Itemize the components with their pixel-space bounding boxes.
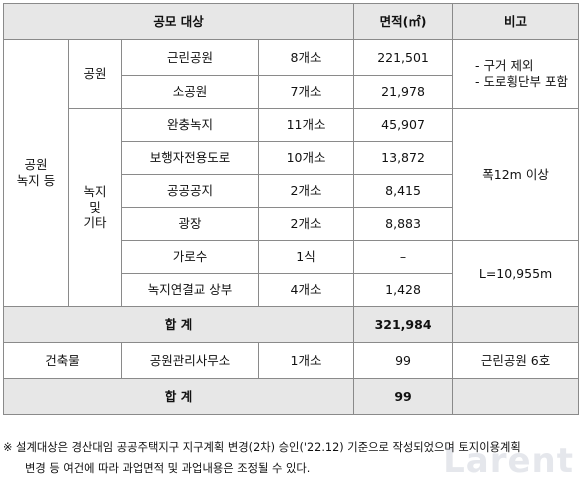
row-name: 광장 bbox=[121, 207, 259, 241]
table-row: 보행자전용도로 10개소 13,872 bbox=[4, 141, 579, 175]
row-area: 8,883 bbox=[353, 207, 454, 241]
green-label: 녹지 및 기타 bbox=[68, 108, 122, 307]
row-area: 13,872 bbox=[353, 141, 454, 175]
row-name: 공공공지 bbox=[121, 174, 259, 208]
header-area: 면적(㎡) bbox=[353, 3, 454, 40]
row-name: 가로수 bbox=[121, 240, 259, 274]
row-area: 45,907 bbox=[353, 108, 454, 142]
row-name: 공원관리사무소 bbox=[121, 342, 259, 379]
green-note: 폭12m 이상 bbox=[452, 108, 580, 241]
row-area: 221,501 bbox=[353, 39, 454, 76]
table-row: 녹지연결교 상부 4개소 1,428 bbox=[4, 273, 579, 307]
row-count: 11개소 bbox=[257, 108, 355, 142]
group-label: 공원 녹지 등 bbox=[3, 39, 69, 307]
footnote: ※ 설계대상은 경산대임 공공주택지구 지구계획 변경(2차) 승인('22.1… bbox=[3, 437, 578, 479]
table-row: 광장 2개소 8,883 bbox=[4, 207, 579, 241]
watermark-text: Larent bbox=[443, 441, 574, 481]
row-area: 8,415 bbox=[353, 174, 454, 208]
row-name: 완충녹지 bbox=[121, 108, 259, 142]
tree-note: L=10,955m bbox=[452, 240, 580, 307]
row-area: – bbox=[353, 240, 454, 274]
row-name: 녹지연결교 상부 bbox=[121, 273, 259, 307]
row-name: 보행자전용도로 bbox=[121, 141, 259, 175]
row-name: 근린공원 bbox=[121, 39, 259, 76]
table-row: 녹지 및 기타 완충녹지 11개소 45,907 폭12m 이상 bbox=[4, 108, 580, 307]
header-target: 공모 대상 bbox=[2, 3, 355, 40]
subtotal-row: 합 계 321,984 bbox=[2, 306, 580, 343]
table-header-row: 공모 대상 면적(㎡) 비고 bbox=[2, 3, 580, 40]
row-area: 21,978 bbox=[353, 75, 454, 109]
park-note-line: - 도로횡단부 포함 bbox=[475, 74, 569, 89]
row-count: 7개소 bbox=[257, 75, 355, 109]
total-row: 합 계 99 bbox=[2, 378, 580, 415]
row-area: 1,428 bbox=[353, 273, 454, 307]
total-note bbox=[452, 378, 580, 415]
row-count: 8개소 bbox=[257, 39, 355, 76]
area-table: 공모 대상 면적(㎡) 비고 공원 녹지 등 공원 근린공원 8개소 221,5… bbox=[2, 3, 580, 415]
building-note: 근린공원 6호 bbox=[452, 342, 580, 379]
row-name: 소공원 bbox=[121, 75, 259, 109]
table-row: 건축물 공원관리사무소 1개소 99 근린공원 6호 bbox=[3, 342, 580, 379]
building-label: 건축물 bbox=[3, 342, 122, 379]
row-area: 99 bbox=[353, 342, 454, 379]
footnote-line-1: ※ 설계대상은 경산대임 공공주택지구 지구계획 변경(2차) 승인('22.1… bbox=[3, 441, 521, 454]
header-remarks: 비고 bbox=[452, 3, 580, 40]
row-count: 1식 bbox=[257, 240, 355, 274]
park-label: 공원 bbox=[68, 39, 122, 109]
total-label: 합 계 bbox=[2, 378, 355, 415]
row-count: 10개소 bbox=[257, 141, 355, 175]
park-note: - 구거 제외 - 도로횡단부 포함 bbox=[452, 39, 580, 109]
table-row: 공원 녹지 등 공원 근린공원 8개소 221,501 - 구거 제외 - 도로… bbox=[3, 39, 580, 307]
footnote-line-2: 변경 등 여건에 따라 과업면적 및 과업내용은 조정될 수 있다. bbox=[25, 462, 311, 475]
subtotal-area: 321,984 bbox=[353, 306, 454, 343]
total-area: 99 bbox=[353, 378, 454, 415]
row-count: 1개소 bbox=[257, 342, 355, 379]
table-row: 공공공지 2개소 8,415 bbox=[4, 174, 579, 208]
row-count: 2개소 bbox=[257, 174, 355, 208]
park-note-line: - 구거 제외 bbox=[475, 58, 534, 74]
table-row: 소공원 7개소 21,978 bbox=[4, 75, 579, 109]
subtotal-label: 합 계 bbox=[2, 306, 355, 343]
subtotal-note bbox=[452, 306, 580, 343]
watermark-logo: Larent bbox=[443, 441, 574, 481]
row-count: 4개소 bbox=[257, 273, 355, 307]
row-count: 2개소 bbox=[257, 207, 355, 241]
table-row: 가로수 1식 – L=10,955m bbox=[4, 240, 580, 307]
